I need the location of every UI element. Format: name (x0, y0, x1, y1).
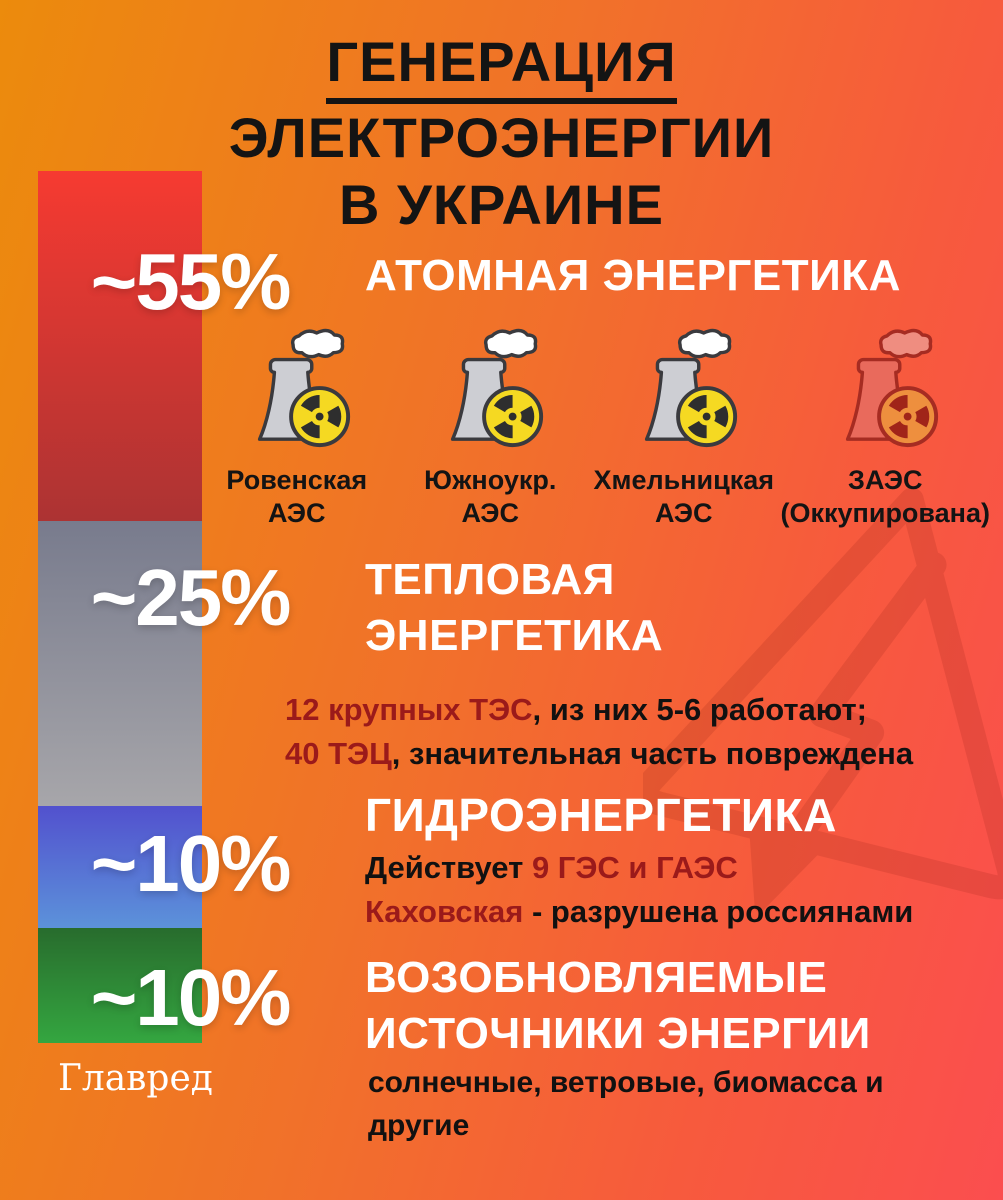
bar-segment-thermal (38, 521, 202, 806)
renewable-details: солнечные, ветровые, биомасса и другие (368, 1066, 884, 1142)
plant-name-line1: Хмельницкая (593, 465, 775, 495)
hydro-line-1: Действует 9 ГЭС и ГАЭС (365, 850, 738, 885)
plant-yuzhnoukr: Южноукр. АЭС (394, 328, 588, 530)
heading-renewable: ВОЗОБНОВЛЯЕМЫЕ ИСТОЧНИКИ ЭНЕРГИИ (365, 950, 871, 1063)
title-line-1: ГЕНЕРАЦИЯ (326, 28, 677, 105)
plant-name-line2: АЭС (461, 497, 520, 528)
heading-renewable-line1: ВОЗОБНОВЛЯЕМЫЕ (365, 953, 828, 1002)
plant-zaes-occupied: ЗАЭС (Оккупирована) (780, 328, 991, 530)
percent-label-renewable: ~10% (90, 953, 292, 1042)
thermal-line-1: 12 крупных ТЭС, из них 5-6 работают; (285, 692, 868, 727)
bar-segment-atomic (38, 171, 202, 521)
plant-name-line1: Ровенская (226, 465, 368, 495)
plant-rovenska: Ровенская АЭС (200, 328, 394, 530)
heading-thermal: ТЕПЛОВАЯ ЭНЕРГЕТИКА (365, 552, 663, 665)
nuclear-plants-row: Ровенская АЭС Южноукр. АЭС (200, 328, 990, 530)
nuclear-plant-icon (625, 328, 743, 456)
thermal-line-2: 40 ТЭЦ, значительная часть повреждена (285, 736, 914, 772)
plant-khmelnytska: Хмельницкая АЭС (587, 328, 781, 530)
heading-thermal-line2: ЭНЕРГЕТИКА (365, 611, 664, 661)
bar-segment-hydro (38, 806, 202, 928)
nuclear-plant-occupied-icon (826, 328, 944, 456)
heading-atomic: АТОМНАЯ ЭНЕРГЕТИКА (365, 251, 901, 300)
heading-thermal-line1: ТЕПЛОВАЯ (365, 555, 615, 604)
plant-name-line2: АЭС (267, 497, 326, 528)
plant-name-line1: ЗАЭС (848, 465, 923, 495)
thermal-details: 12 крупных ТЭС, из них 5-6 работают; 40 … (285, 688, 985, 776)
plant-name-line2: (Оккупирована) (780, 497, 991, 528)
heading-renewable-line2: ИСТОЧНИКИ ЭНЕРГИИ (365, 1009, 871, 1059)
percent-label-hydro: ~10% (90, 819, 292, 908)
bar-segment-renewable (38, 928, 202, 1043)
nuclear-plant-icon (238, 328, 356, 456)
plant-name-line1: Южноукр. (424, 465, 557, 495)
percent-label-atomic: ~55% (90, 237, 292, 326)
hydro-line-2: Каховская - разрушена россиянами (365, 894, 914, 930)
plant-name-line2: АЭС (654, 497, 713, 528)
high-voltage-watermark-icon (634, 455, 1003, 975)
title-line-3: В УКРАИНЕ (339, 173, 664, 237)
heading-hydro: ГИДРОЭНЕРГЕТИКА (365, 789, 837, 841)
title-line-2: ЭЛЕКТРОЭНЕРГИИ (228, 106, 775, 170)
brand-logo: Главред (58, 1058, 213, 1099)
page-title: ГЕНЕРАЦИЯ ЭЛЕКТРОЭНЕРГИИ В УКРАИНЕ (0, 28, 1003, 239)
hydro-details: Действует 9 ГЭС и ГАЭС Каховская - разру… (365, 846, 985, 934)
nuclear-plant-icon (431, 328, 549, 456)
percent-label-thermal: ~25% (90, 553, 292, 642)
